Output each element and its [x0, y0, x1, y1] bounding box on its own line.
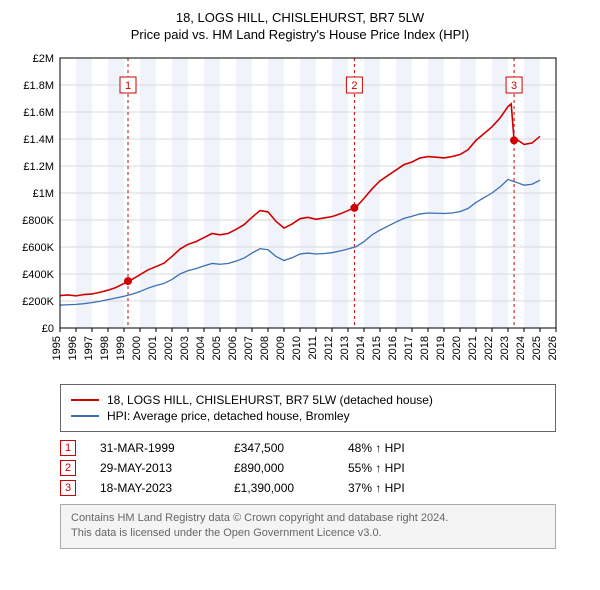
svg-text:2009: 2009: [275, 336, 287, 360]
svg-text:2003: 2003: [179, 336, 191, 360]
svg-text:£400K: £400K: [22, 269, 54, 281]
svg-text:2001: 2001: [147, 336, 159, 360]
svg-text:£600K: £600K: [22, 242, 54, 254]
svg-text:2013: 2013: [339, 336, 351, 360]
sale-date: 31-MAR-1999: [100, 441, 210, 455]
svg-text:2014: 2014: [355, 336, 367, 360]
legend: 18, LOGS HILL, CHISLEHURST, BR7 5LW (det…: [60, 384, 556, 432]
svg-text:1997: 1997: [83, 336, 95, 360]
svg-text:2015: 2015: [371, 336, 383, 360]
svg-text:£1.8M: £1.8M: [23, 80, 54, 92]
svg-text:1995: 1995: [51, 336, 63, 360]
footer-line: This data is licensed under the Open Gov…: [71, 526, 545, 541]
svg-text:£1.2M: £1.2M: [23, 161, 54, 173]
svg-text:£800K: £800K: [22, 215, 54, 227]
chart-area: £0 £200K £400K £600K £800K £1M £1.2M £1.4M £1.6M…: [8, 52, 592, 382]
svg-text:2004: 2004: [195, 336, 207, 360]
svg-text:2: 2: [351, 80, 357, 92]
legend-swatch: [71, 399, 99, 401]
svg-text:2019: 2019: [435, 336, 447, 360]
svg-text:2016: 2016: [387, 336, 399, 360]
svg-text:1998: 1998: [99, 336, 111, 360]
svg-text:£0: £0: [42, 323, 54, 335]
legend-row: 18, LOGS HILL, CHISLEHURST, BR7 5LW (det…: [71, 393, 545, 407]
svg-text:1996: 1996: [67, 336, 79, 360]
svg-text:3: 3: [511, 80, 517, 92]
svg-text:2010: 2010: [291, 336, 303, 360]
chart-title: 18, LOGS HILL, CHISLEHURST, BR7 5LW: [8, 10, 592, 25]
sale-hpi: 48% ↑ HPI: [348, 441, 438, 455]
svg-text:£2M: £2M: [33, 53, 54, 65]
svg-text:2017: 2017: [403, 336, 415, 360]
sale-marker-icon: 2: [60, 460, 76, 476]
svg-text:2023: 2023: [499, 336, 511, 360]
svg-text:2006: 2006: [227, 336, 239, 360]
sales-row: 3 18-MAY-2023 £1,390,000 37% ↑ HPI: [60, 480, 556, 496]
sales-table: 1 31-MAR-1999 £347,500 48% ↑ HPI 2 29-MAY-201…: [60, 440, 556, 496]
svg-text:£200K: £200K: [22, 296, 54, 308]
sale-price: £347,500: [234, 441, 324, 455]
sale-hpi: 55% ↑ HPI: [348, 461, 438, 475]
sale-marker-icon: 3: [60, 480, 76, 496]
sales-row: 2 29-MAY-2013 £890,000 55% ↑ HPI: [60, 460, 556, 476]
legend-label: HPI: Average price, detached house, Brom…: [107, 409, 350, 423]
legend-row: HPI: Average price, detached house, Brom…: [71, 409, 545, 423]
attribution-footer: Contains HM Land Registry data © Crown c…: [60, 504, 556, 549]
svg-text:2005: 2005: [211, 336, 223, 360]
svg-text:2022: 2022: [483, 336, 495, 360]
legend-label: 18, LOGS HILL, CHISLEHURST, BR7 5LW (det…: [107, 393, 433, 407]
sale-price: £890,000: [234, 461, 324, 475]
svg-text:2012: 2012: [323, 336, 335, 360]
svg-text:2021: 2021: [467, 336, 479, 360]
svg-text:2000: 2000: [131, 336, 143, 360]
footer-line: Contains HM Land Registry data © Crown c…: [71, 511, 545, 526]
svg-text:2002: 2002: [163, 336, 175, 360]
svg-text:1: 1: [125, 80, 131, 92]
svg-text:£1M: £1M: [33, 188, 54, 200]
svg-text:2007: 2007: [243, 336, 255, 360]
legend-swatch: [71, 415, 99, 417]
line-chart: £0 £200K £400K £600K £800K £1M £1.2M £1.4M £1.6M…: [8, 52, 592, 382]
sale-date: 18-MAY-2023: [100, 481, 210, 495]
svg-text:2024: 2024: [515, 336, 527, 360]
svg-text:2011: 2011: [307, 336, 319, 360]
svg-text:2008: 2008: [259, 336, 271, 360]
sale-price: £1,390,000: [234, 481, 324, 495]
svg-text:£1.4M: £1.4M: [23, 134, 54, 146]
svg-text:2020: 2020: [451, 336, 463, 360]
chart-subtitle: Price paid vs. HM Land Registry's House …: [8, 27, 592, 42]
svg-text:2025: 2025: [531, 336, 543, 360]
sale-hpi: 37% ↑ HPI: [348, 481, 438, 495]
sales-row: 1 31-MAR-1999 £347,500 48% ↑ HPI: [60, 440, 556, 456]
svg-text:1999: 1999: [115, 336, 127, 360]
svg-text:2018: 2018: [419, 336, 431, 360]
svg-text:2026: 2026: [547, 336, 559, 360]
sale-marker-icon: 1: [60, 440, 76, 456]
sale-date: 29-MAY-2013: [100, 461, 210, 475]
svg-text:£1.6M: £1.6M: [23, 107, 54, 119]
